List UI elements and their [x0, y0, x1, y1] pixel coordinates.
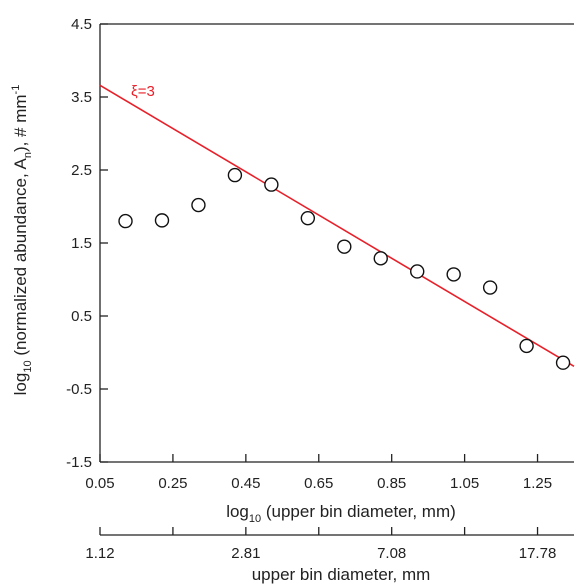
secondary-x-tick-label: 1.12 [85, 545, 114, 562]
y-tick-label: 3.5 [71, 89, 92, 106]
data-point [446, 267, 461, 282]
data-point [154, 213, 170, 228]
data-point [555, 355, 571, 370]
x-tick-label: 0.65 [304, 475, 333, 492]
data-point [482, 280, 498, 295]
data-point [227, 167, 243, 183]
x-tick-label: 0.25 [158, 475, 187, 492]
data-point [300, 210, 316, 226]
secondary-x-tick-label: 7.08 [377, 545, 406, 562]
plot-axes [99, 23, 574, 463]
x-tick-label: 0.45 [231, 475, 260, 492]
secondary-x-ticks: 1.12 2.81 7.08 17.78 [85, 527, 574, 562]
y-tick-label: -1.5 [66, 454, 92, 471]
fit-line [99, 84, 575, 368]
y-axis-label: log10 (normalized abundance, An), # mm-1 [10, 85, 34, 396]
y-tick-label: 0.5 [71, 308, 92, 325]
x-ticks: 0.05 0.25 0.45 0.65 0.85 1.05 1.25 [85, 454, 552, 492]
data-point [118, 213, 133, 229]
y-tick-label: 4.5 [71, 16, 92, 33]
fit-line-label: ξ=3 [131, 83, 155, 100]
x-tick-label: 1.25 [523, 475, 552, 492]
x-tick-label: 1.05 [450, 475, 479, 492]
secondary-x-axis-label: upper bin diameter, mm [252, 565, 431, 584]
y-tick-label: -0.5 [66, 381, 92, 398]
data-point [264, 177, 279, 192]
x-axis-label: log10 (upper bin diameter, mm) [226, 502, 456, 525]
secondary-x-tick-label: 2.81 [231, 545, 260, 562]
data-point [191, 197, 206, 213]
data-points [118, 167, 571, 370]
y-ticks: -1.5 -0.5 0.5 1.5 2.5 3.5 4.5 [66, 16, 108, 471]
secondary-x-tick-label: 17.78 [519, 545, 557, 562]
data-point [373, 251, 388, 266]
fit-line-group [99, 84, 575, 368]
data-point [410, 264, 425, 279]
data-point [337, 239, 352, 254]
y-tick-label: 1.5 [71, 235, 92, 252]
x-tick-label: 0.05 [85, 475, 114, 492]
data-point [519, 338, 534, 354]
x-tick-label: 0.85 [377, 475, 406, 492]
y-tick-label: 2.5 [71, 162, 92, 179]
